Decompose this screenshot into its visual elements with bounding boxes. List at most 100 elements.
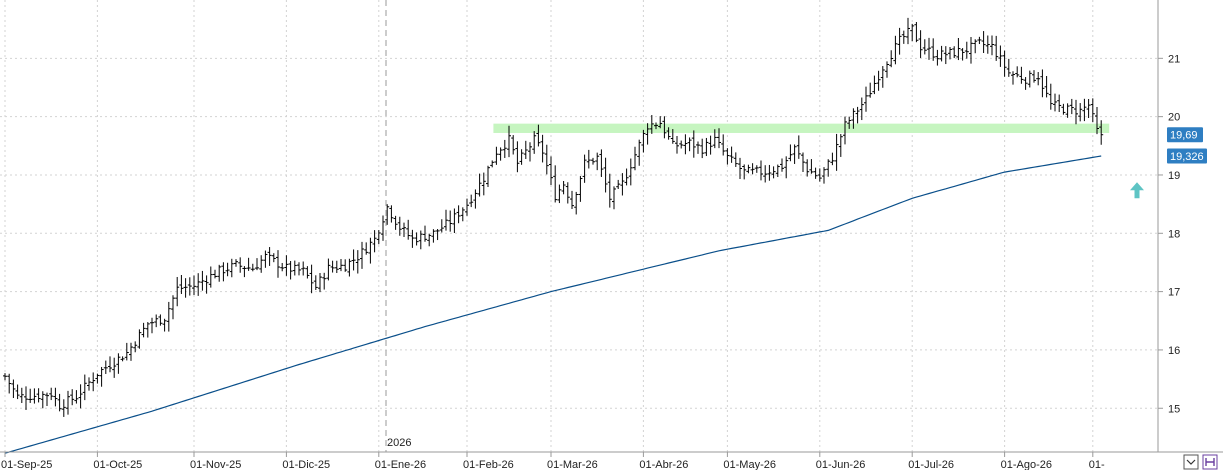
ohlc-bar	[662, 116, 667, 139]
ohlc-bar	[414, 232, 419, 246]
ohlc-bar	[1015, 66, 1020, 78]
ohlc-bar	[523, 140, 528, 159]
ohlc-bar	[32, 388, 37, 404]
ohlc-bar	[914, 21, 919, 43]
ohlc-bar	[196, 273, 201, 296]
x-axis: 01-Sep-25 01-Oct-25 01-Nov-25 01-Dic-25 01-E…	[1, 452, 1105, 470]
ohlc-bar	[1019, 66, 1024, 84]
y-tick-label: 20	[1168, 112, 1180, 124]
ohlc-bar	[129, 342, 133, 361]
ohlc-bar	[99, 366, 104, 387]
ohlc-bar	[40, 391, 45, 409]
ohlc-bar	[179, 274, 184, 294]
x-tick-label: 01-Abr-26	[639, 459, 688, 470]
ohlc-bar	[24, 386, 28, 410]
save-icon	[1205, 458, 1215, 466]
ohlc-bar	[960, 48, 965, 61]
ohlc-bar	[712, 129, 717, 149]
ohlc-bar	[885, 61, 889, 78]
ohlc-bar	[397, 216, 402, 236]
ohlc-bar	[796, 135, 801, 159]
ohlc-bar	[595, 152, 600, 171]
ohlc-bar	[78, 384, 83, 409]
ohlc-bar	[343, 259, 348, 272]
ohlc-bar	[305, 266, 310, 279]
x-tick-label: 01-Mar-26	[547, 459, 598, 470]
ohlc-bar	[250, 263, 255, 272]
ohlc-bar	[200, 270, 205, 291]
ohlc-bar	[687, 137, 692, 152]
y-tick-label: 17	[1168, 287, 1180, 299]
x-tick-label: 01-Dic-25	[282, 459, 330, 470]
ohlc-bar	[150, 317, 154, 334]
ohlc-bar	[742, 164, 747, 180]
minimize-button[interactable]	[1183, 454, 1199, 470]
ohlc-bar	[158, 314, 163, 326]
ohlc-bar	[318, 273, 322, 293]
ohlc-bar	[1086, 99, 1091, 119]
ohlc-bar	[1040, 69, 1045, 98]
ohlc-bar	[351, 249, 356, 271]
ohlc-bar	[1090, 98, 1095, 123]
ohlc-bar	[721, 134, 726, 156]
x-tick-label: 01-Feb-26	[463, 459, 514, 470]
ohlc-bar	[956, 37, 961, 61]
ohlc-bar	[481, 172, 486, 196]
ohlc-bar	[586, 149, 591, 169]
ohlc-bar	[1069, 98, 1074, 115]
ohlc-bar	[381, 215, 385, 241]
ohlc-bar	[633, 146, 637, 171]
ohlc-bar	[507, 125, 511, 158]
ohlc-bar	[221, 262, 226, 282]
ohlc-bar	[137, 329, 142, 349]
ohlc-bar	[297, 262, 301, 276]
ohlc-bar	[133, 341, 138, 353]
ohlc-bar	[792, 144, 797, 164]
ohlc-bar	[334, 260, 339, 273]
ohlc-bar	[612, 186, 616, 210]
ohlc-bar	[964, 41, 969, 59]
x-tick-label: 01-May-26	[723, 459, 776, 470]
window-controls[interactable]	[1183, 454, 1218, 470]
ohlc-bar	[175, 276, 180, 307]
ohlc-bar	[229, 258, 234, 278]
ohlc-bar	[729, 146, 734, 163]
chevron-down-icon	[1186, 459, 1196, 465]
ohlc-bar	[385, 204, 390, 225]
ohlc-bar	[969, 37, 973, 64]
ohlc-bar	[784, 156, 789, 179]
ohlc-bar	[943, 46, 948, 65]
ohlc-bar	[7, 373, 12, 394]
ohlc-bar	[813, 167, 818, 179]
ohlc-bar	[87, 377, 91, 391]
y-tick-label: 18	[1168, 228, 1180, 240]
y-tick-label: 21	[1168, 53, 1180, 65]
ohlc-bar	[322, 272, 327, 290]
ohlc-bar	[763, 165, 768, 183]
ohlc-bar	[427, 233, 432, 247]
ohlc-bar	[246, 257, 251, 271]
ohlc-bar	[599, 149, 604, 177]
ohlc-bar	[775, 164, 780, 178]
ohlc-bar	[725, 148, 730, 165]
ohlc-bar	[28, 388, 33, 403]
x-tick-label: 01-	[1089, 459, 1105, 470]
ohlc-bar	[469, 194, 474, 208]
ohlc-bar	[637, 139, 642, 166]
ohlc-bar	[851, 108, 856, 129]
ohlc-bar	[368, 237, 373, 264]
ohlc-bar	[490, 160, 495, 168]
ohlc-bar	[276, 250, 280, 278]
ohlc-bar	[532, 131, 537, 154]
ohlc-bar	[843, 116, 847, 145]
ohlc-bar	[347, 258, 352, 277]
ohlc-bar	[1048, 83, 1053, 110]
ohlc-bar	[393, 215, 398, 230]
ohlc-bar	[1074, 99, 1078, 125]
ohlc-bar	[746, 164, 751, 174]
ohlc-bar	[565, 182, 570, 204]
ohlc-bar	[994, 35, 999, 61]
ohlc-bar	[872, 75, 877, 95]
ohlc-bar	[855, 106, 860, 124]
ohlc-bar	[208, 266, 213, 288]
